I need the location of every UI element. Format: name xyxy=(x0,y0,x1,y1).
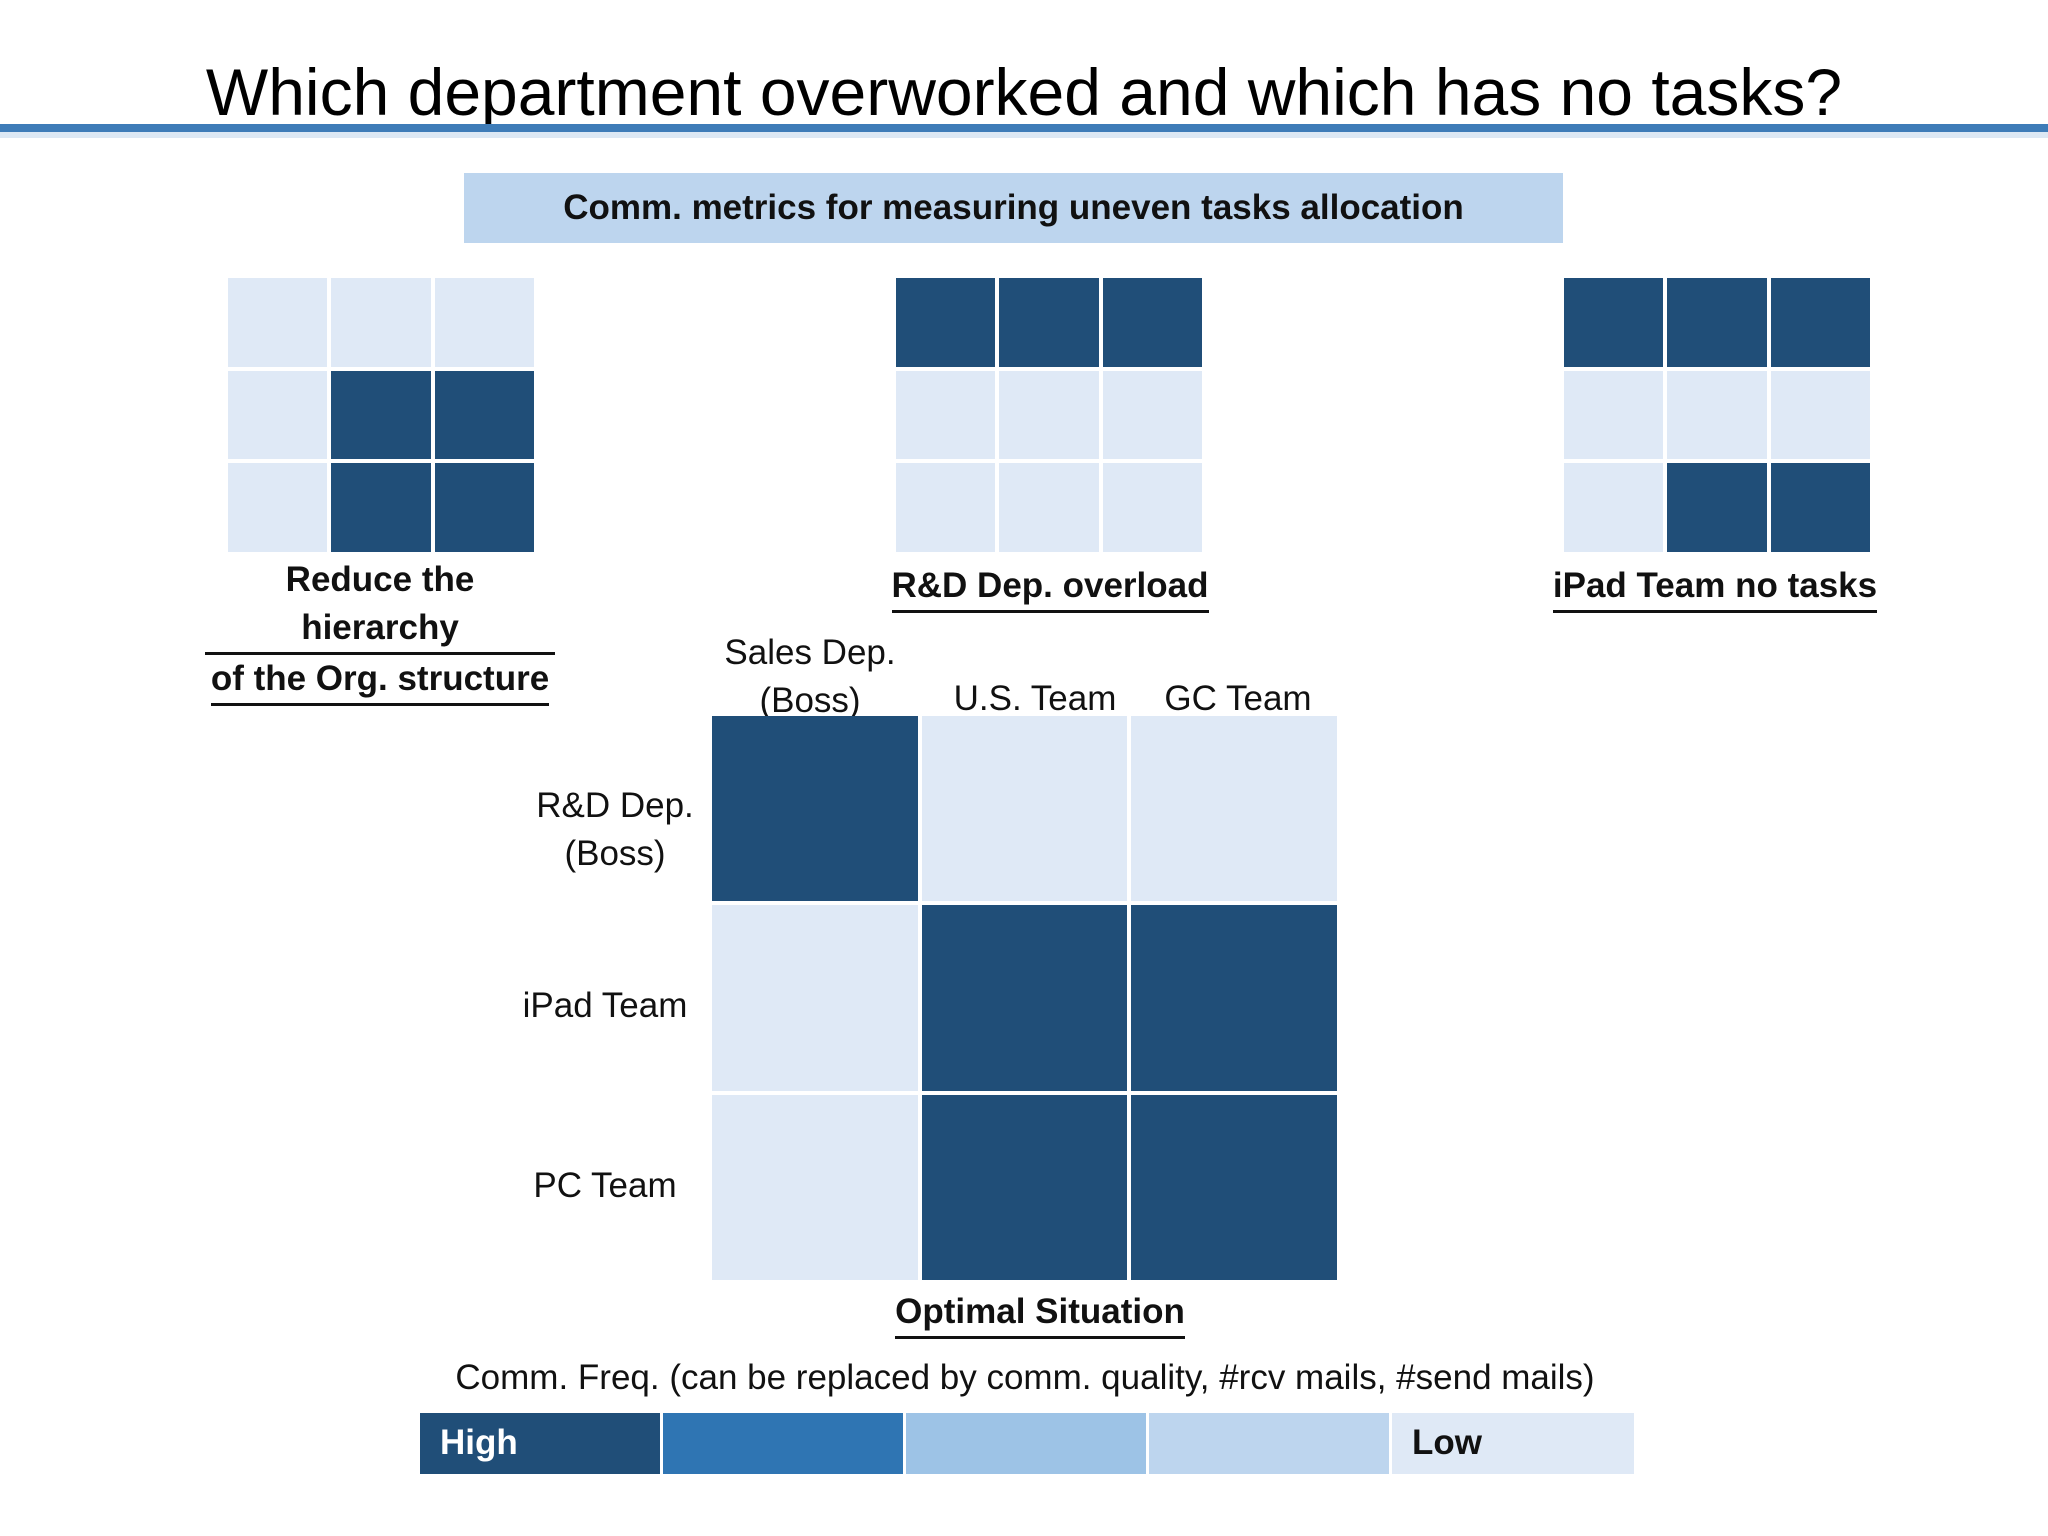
matrix-cell xyxy=(999,463,1099,552)
matrix-cell xyxy=(1564,370,1664,460)
matrix-cell xyxy=(434,463,534,552)
matrix-cell xyxy=(1131,905,1337,1091)
title-rule-shadow xyxy=(0,132,2048,138)
caption-text: R&D Dep. overload xyxy=(891,562,1209,613)
row-header-pc: PC Team xyxy=(533,1166,677,1205)
matrix-cell xyxy=(1770,463,1870,552)
matrix-cell xyxy=(1770,370,1870,460)
matrix-cell xyxy=(1102,370,1202,460)
matrix-cell xyxy=(1102,278,1202,367)
matrix-cell xyxy=(331,463,431,552)
matrix-cell xyxy=(921,1094,1128,1280)
matrix-cell xyxy=(999,278,1099,367)
page-title: Which department overworked and which ha… xyxy=(205,55,1843,129)
matrix-cell xyxy=(921,716,1128,902)
legend-low-label: Low xyxy=(1412,1423,1482,1462)
caption-reduce-hierarchy: Reduce the hierarchy of the Org. structu… xyxy=(205,556,555,706)
matrix-cell xyxy=(896,463,996,552)
column-header-us-team: U.S. Team xyxy=(953,679,1117,718)
caption-line-2: of the Org. structure xyxy=(210,655,550,706)
row-header-rd: R&D Dep. (Boss) xyxy=(510,782,720,878)
main-matrix xyxy=(712,716,1337,1280)
matrix-cell xyxy=(228,370,328,460)
matrix-cell xyxy=(331,278,431,367)
subtitle-banner: Comm. metrics for measuring uneven tasks… xyxy=(464,173,1563,243)
caption-optimal-situation: Optimal Situation xyxy=(840,1288,1240,1339)
matrix-cell xyxy=(1667,278,1767,367)
legend-swatch-5: Low xyxy=(1392,1413,1634,1474)
title-rule xyxy=(0,124,2048,132)
matrix-cell xyxy=(1131,716,1337,902)
grid-rd-overload xyxy=(896,278,1202,552)
column-header-line-2: (Boss) xyxy=(759,681,861,720)
legend-high-label: High xyxy=(440,1423,518,1462)
matrix-cell xyxy=(331,370,431,460)
legend-scale: High Low xyxy=(420,1413,1634,1474)
subtitle-text: Comm. metrics for measuring uneven tasks… xyxy=(563,188,1464,227)
column-header-line-1: Sales Dep. xyxy=(724,633,896,672)
matrix-cell xyxy=(712,1094,918,1280)
matrix-cell xyxy=(712,905,918,1091)
row-header-line-1: R&D Dep. xyxy=(536,786,694,825)
grid-reduce-hierarchy xyxy=(228,278,534,552)
legend-swatch-1: High xyxy=(420,1413,660,1474)
matrix-cell xyxy=(896,278,996,367)
caption-ipad-no-tasks: iPad Team no tasks xyxy=(1515,562,1915,613)
legend-title: Comm. Freq. (can be replaced by comm. qu… xyxy=(455,1358,1595,1397)
caption-line-1: Reduce the hierarchy xyxy=(205,556,555,655)
legend-swatch-4 xyxy=(1149,1413,1389,1474)
matrix-cell xyxy=(1564,463,1664,552)
grid-ipad-no-tasks xyxy=(1564,278,1870,552)
column-header-gc-team: GC Team xyxy=(1164,679,1312,718)
matrix-cell xyxy=(712,716,918,902)
matrix-cell xyxy=(1131,1094,1337,1280)
row-header-ipad: iPad Team xyxy=(522,986,688,1025)
legend-swatch-2 xyxy=(663,1413,903,1474)
matrix-cell xyxy=(1770,278,1870,367)
matrix-cell xyxy=(1564,278,1664,367)
matrix-cell xyxy=(896,370,996,460)
matrix-cell xyxy=(228,278,328,367)
caption-text: iPad Team no tasks xyxy=(1552,562,1878,613)
matrix-cell xyxy=(434,370,534,460)
matrix-cell xyxy=(921,905,1128,1091)
matrix-cell xyxy=(228,463,328,552)
matrix-cell xyxy=(1102,463,1202,552)
matrix-cell xyxy=(1667,463,1767,552)
matrix-cell xyxy=(1667,370,1767,460)
column-header-sales: Sales Dep. (Boss) xyxy=(700,629,920,725)
matrix-cell xyxy=(434,278,534,367)
legend-swatch-3 xyxy=(906,1413,1146,1474)
caption-text: Optimal Situation xyxy=(895,1288,1185,1339)
caption-rd-overload: R&D Dep. overload xyxy=(850,562,1250,613)
row-header-line-2: (Boss) xyxy=(564,834,666,873)
matrix-cell xyxy=(999,370,1099,460)
